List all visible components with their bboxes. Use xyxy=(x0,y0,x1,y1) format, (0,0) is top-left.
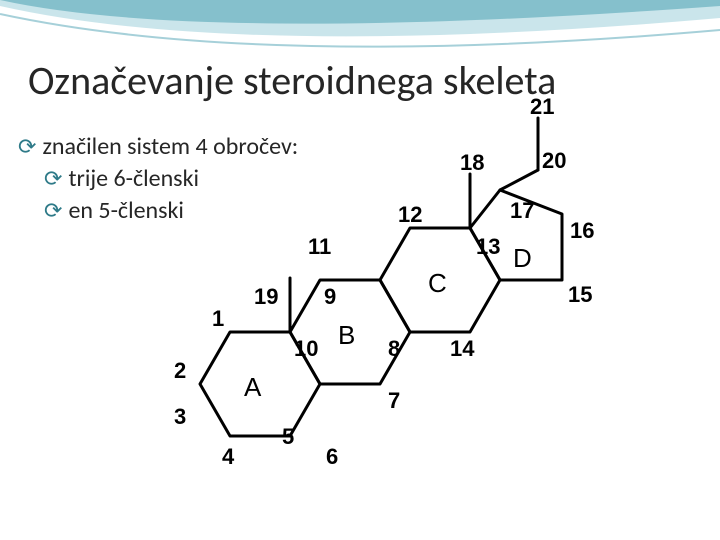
carbon-label-14: 14 xyxy=(450,336,474,362)
bullet-icon: ⟳ xyxy=(44,164,62,194)
carbon-label-3: 3 xyxy=(174,404,186,430)
ring-label-B: B xyxy=(338,320,355,351)
carbon-label-20: 20 xyxy=(542,148,566,174)
carbon-label-5: 5 xyxy=(282,424,294,450)
ring-label-D: D xyxy=(513,243,532,274)
bullet-icon: ⟳ xyxy=(18,132,36,162)
carbon-label-12: 12 xyxy=(398,202,422,228)
carbon-label-15: 15 xyxy=(568,282,592,308)
carbon-label-18: 18 xyxy=(460,150,484,176)
steroid-diagram: ABCD123456789101112131415161718192021 xyxy=(170,90,610,495)
carbon-label-2: 2 xyxy=(174,358,186,384)
carbon-label-7: 7 xyxy=(388,388,400,414)
carbon-label-16: 16 xyxy=(570,218,594,244)
ring-label-A: A xyxy=(244,372,261,403)
carbon-label-13: 13 xyxy=(476,234,500,260)
carbon-label-17: 17 xyxy=(510,198,534,224)
carbon-label-10: 10 xyxy=(294,336,318,362)
ring-label-C: C xyxy=(428,268,447,299)
carbon-label-8: 8 xyxy=(388,336,400,362)
carbon-label-9: 9 xyxy=(324,284,336,310)
carbon-label-4: 4 xyxy=(222,444,234,470)
carbon-label-21: 21 xyxy=(530,94,554,120)
carbon-label-1: 1 xyxy=(212,306,224,332)
bullet-sub2-text: en 5-členski xyxy=(68,196,184,225)
carbon-label-19: 19 xyxy=(254,284,278,310)
carbon-label-11: 11 xyxy=(308,234,331,260)
bullet-icon: ⟳ xyxy=(44,196,62,226)
carbon-label-6: 6 xyxy=(326,444,338,470)
